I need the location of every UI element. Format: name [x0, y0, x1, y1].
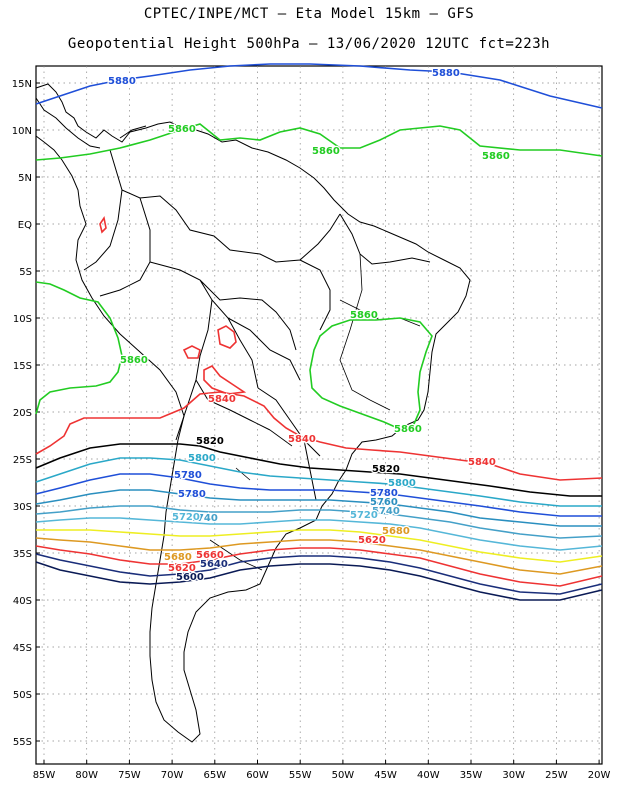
contour-5840-closed-1 — [217, 325, 237, 349]
lon-label: 30W — [502, 770, 525, 781]
map-frame — [35, 65, 603, 765]
contour-5840-closed-3 — [203, 364, 247, 395]
lon-label: 85W — [33, 770, 56, 781]
contour-5720 — [35, 517, 603, 551]
contour-5700 — [36, 529, 603, 563]
lat-label: 55S — [13, 737, 32, 748]
lat-label: 10S — [13, 314, 32, 325]
contour-5780 — [35, 473, 602, 517]
contour-label: 5640 — [200, 559, 228, 570]
contour-label: 5660 — [196, 550, 224, 561]
lon-label: 75W — [118, 770, 141, 781]
contour-label: 5720 — [350, 510, 378, 521]
contour-label: 5860 — [482, 151, 510, 162]
contour-label: 5820 — [196, 436, 224, 447]
contour-label: 5740 — [190, 513, 218, 524]
contour-5880 — [35, 63, 603, 109]
latitude-labels: 15N 10N 5N EQ 5S 10S 15S 20S 25S 30S 35S 40S 45S 50S 5… — [12, 79, 32, 748]
contour-label: 5880 — [108, 76, 136, 87]
contour-5860-north — [35, 123, 603, 161]
contour-5640 — [35, 553, 603, 595]
contour-5840 — [35, 391, 603, 481]
contour-label: 5880 — [432, 68, 460, 79]
lon-label: 55W — [289, 770, 312, 781]
contour-label: 5800 — [188, 453, 216, 464]
lat-label: 10N — [12, 126, 32, 137]
contour-label: 5800 — [388, 478, 416, 489]
chart-title-line1: CPTEC/INPE/MCT – Eta Model 15km – GFS — [143, 6, 475, 22]
contour-label: 5780 — [370, 488, 398, 499]
lat-label: 15N — [12, 79, 32, 90]
contour-label: 5780 — [178, 489, 206, 500]
lat-label: 20S — [13, 408, 32, 419]
contour-5840-closed-4 — [99, 215, 107, 234]
lat-label: 30S — [13, 502, 32, 513]
lon-label: 40W — [417, 770, 440, 781]
lon-label: 20W — [588, 770, 611, 781]
lon-label: 70W — [161, 770, 184, 781]
contour-label: 5720 — [172, 512, 200, 523]
lon-label: 35W — [460, 770, 483, 781]
contour-label: 5620 — [358, 535, 386, 546]
contour-lines — [35, 63, 603, 601]
contour-label: 5620 — [168, 563, 196, 574]
longitude-labels: 85W 80W 75W 70W 65W 60W 55W 50W 45W 40W 35W 30W 25W 2… — [33, 770, 611, 781]
contour-label: 5840 — [468, 457, 496, 468]
contour-5840-closed-2 — [182, 345, 201, 359]
contour-label: 5740 — [372, 506, 400, 517]
contour-label: 5680 — [382, 526, 410, 537]
lat-label: 35S — [13, 549, 32, 560]
lat-label: 15S — [13, 361, 32, 372]
graticule — [36, 66, 602, 764]
contour-5820 — [35, 443, 602, 497]
lat-label: 50S — [13, 690, 32, 701]
contour-label: 5680 — [164, 552, 192, 563]
lat-label: 45S — [13, 643, 32, 654]
contour-label: 5760 — [370, 497, 398, 508]
country-borders — [83, 149, 431, 501]
lat-label: 40S — [13, 596, 32, 607]
contour-label: 5840 — [288, 434, 316, 445]
lon-label: 65W — [203, 770, 226, 781]
contour-label: 5600 — [176, 572, 204, 583]
lon-label: 60W — [246, 770, 269, 781]
lon-label: 50W — [332, 770, 355, 781]
lat-label: EQ — [18, 220, 32, 231]
contour-5600 — [35, 561, 603, 601]
contour-label: 5780 — [174, 470, 202, 481]
chart-title-line2: Geopotential Height 500hPa – 13/06/2020 … — [67, 36, 551, 52]
central-america-coastline — [35, 97, 147, 149]
contour-label: 5860 — [394, 424, 422, 435]
lon-label: 80W — [75, 770, 98, 781]
contour-5660 — [35, 545, 603, 587]
contour-5740 — [35, 505, 603, 539]
contour-label-layer: 5880 5880 5860 5860 5860 5860 5860 5860 … — [107, 67, 511, 585]
contour-label: 5840 — [208, 394, 236, 405]
contour-5760 — [35, 489, 602, 527]
south-america-coastline — [35, 83, 471, 743]
contour-label: 5860 — [168, 124, 196, 135]
lon-label: 45W — [374, 770, 397, 781]
contour-5860-west — [35, 281, 123, 415]
contour-5680 — [35, 537, 603, 575]
lat-label: 5N — [18, 173, 32, 184]
contour-5800 — [35, 457, 602, 507]
contour-label: 5860 — [350, 310, 378, 321]
lat-label: 5S — [19, 267, 32, 278]
lon-label: 25W — [545, 770, 568, 781]
contour-label: 5820 — [372, 464, 400, 475]
contour-label: 5860 — [312, 146, 340, 157]
coastlines — [35, 83, 471, 743]
contour-label: 5860 — [120, 355, 148, 366]
lat-label: 25S — [13, 455, 32, 466]
contour-5860-brazil — [309, 317, 433, 431]
